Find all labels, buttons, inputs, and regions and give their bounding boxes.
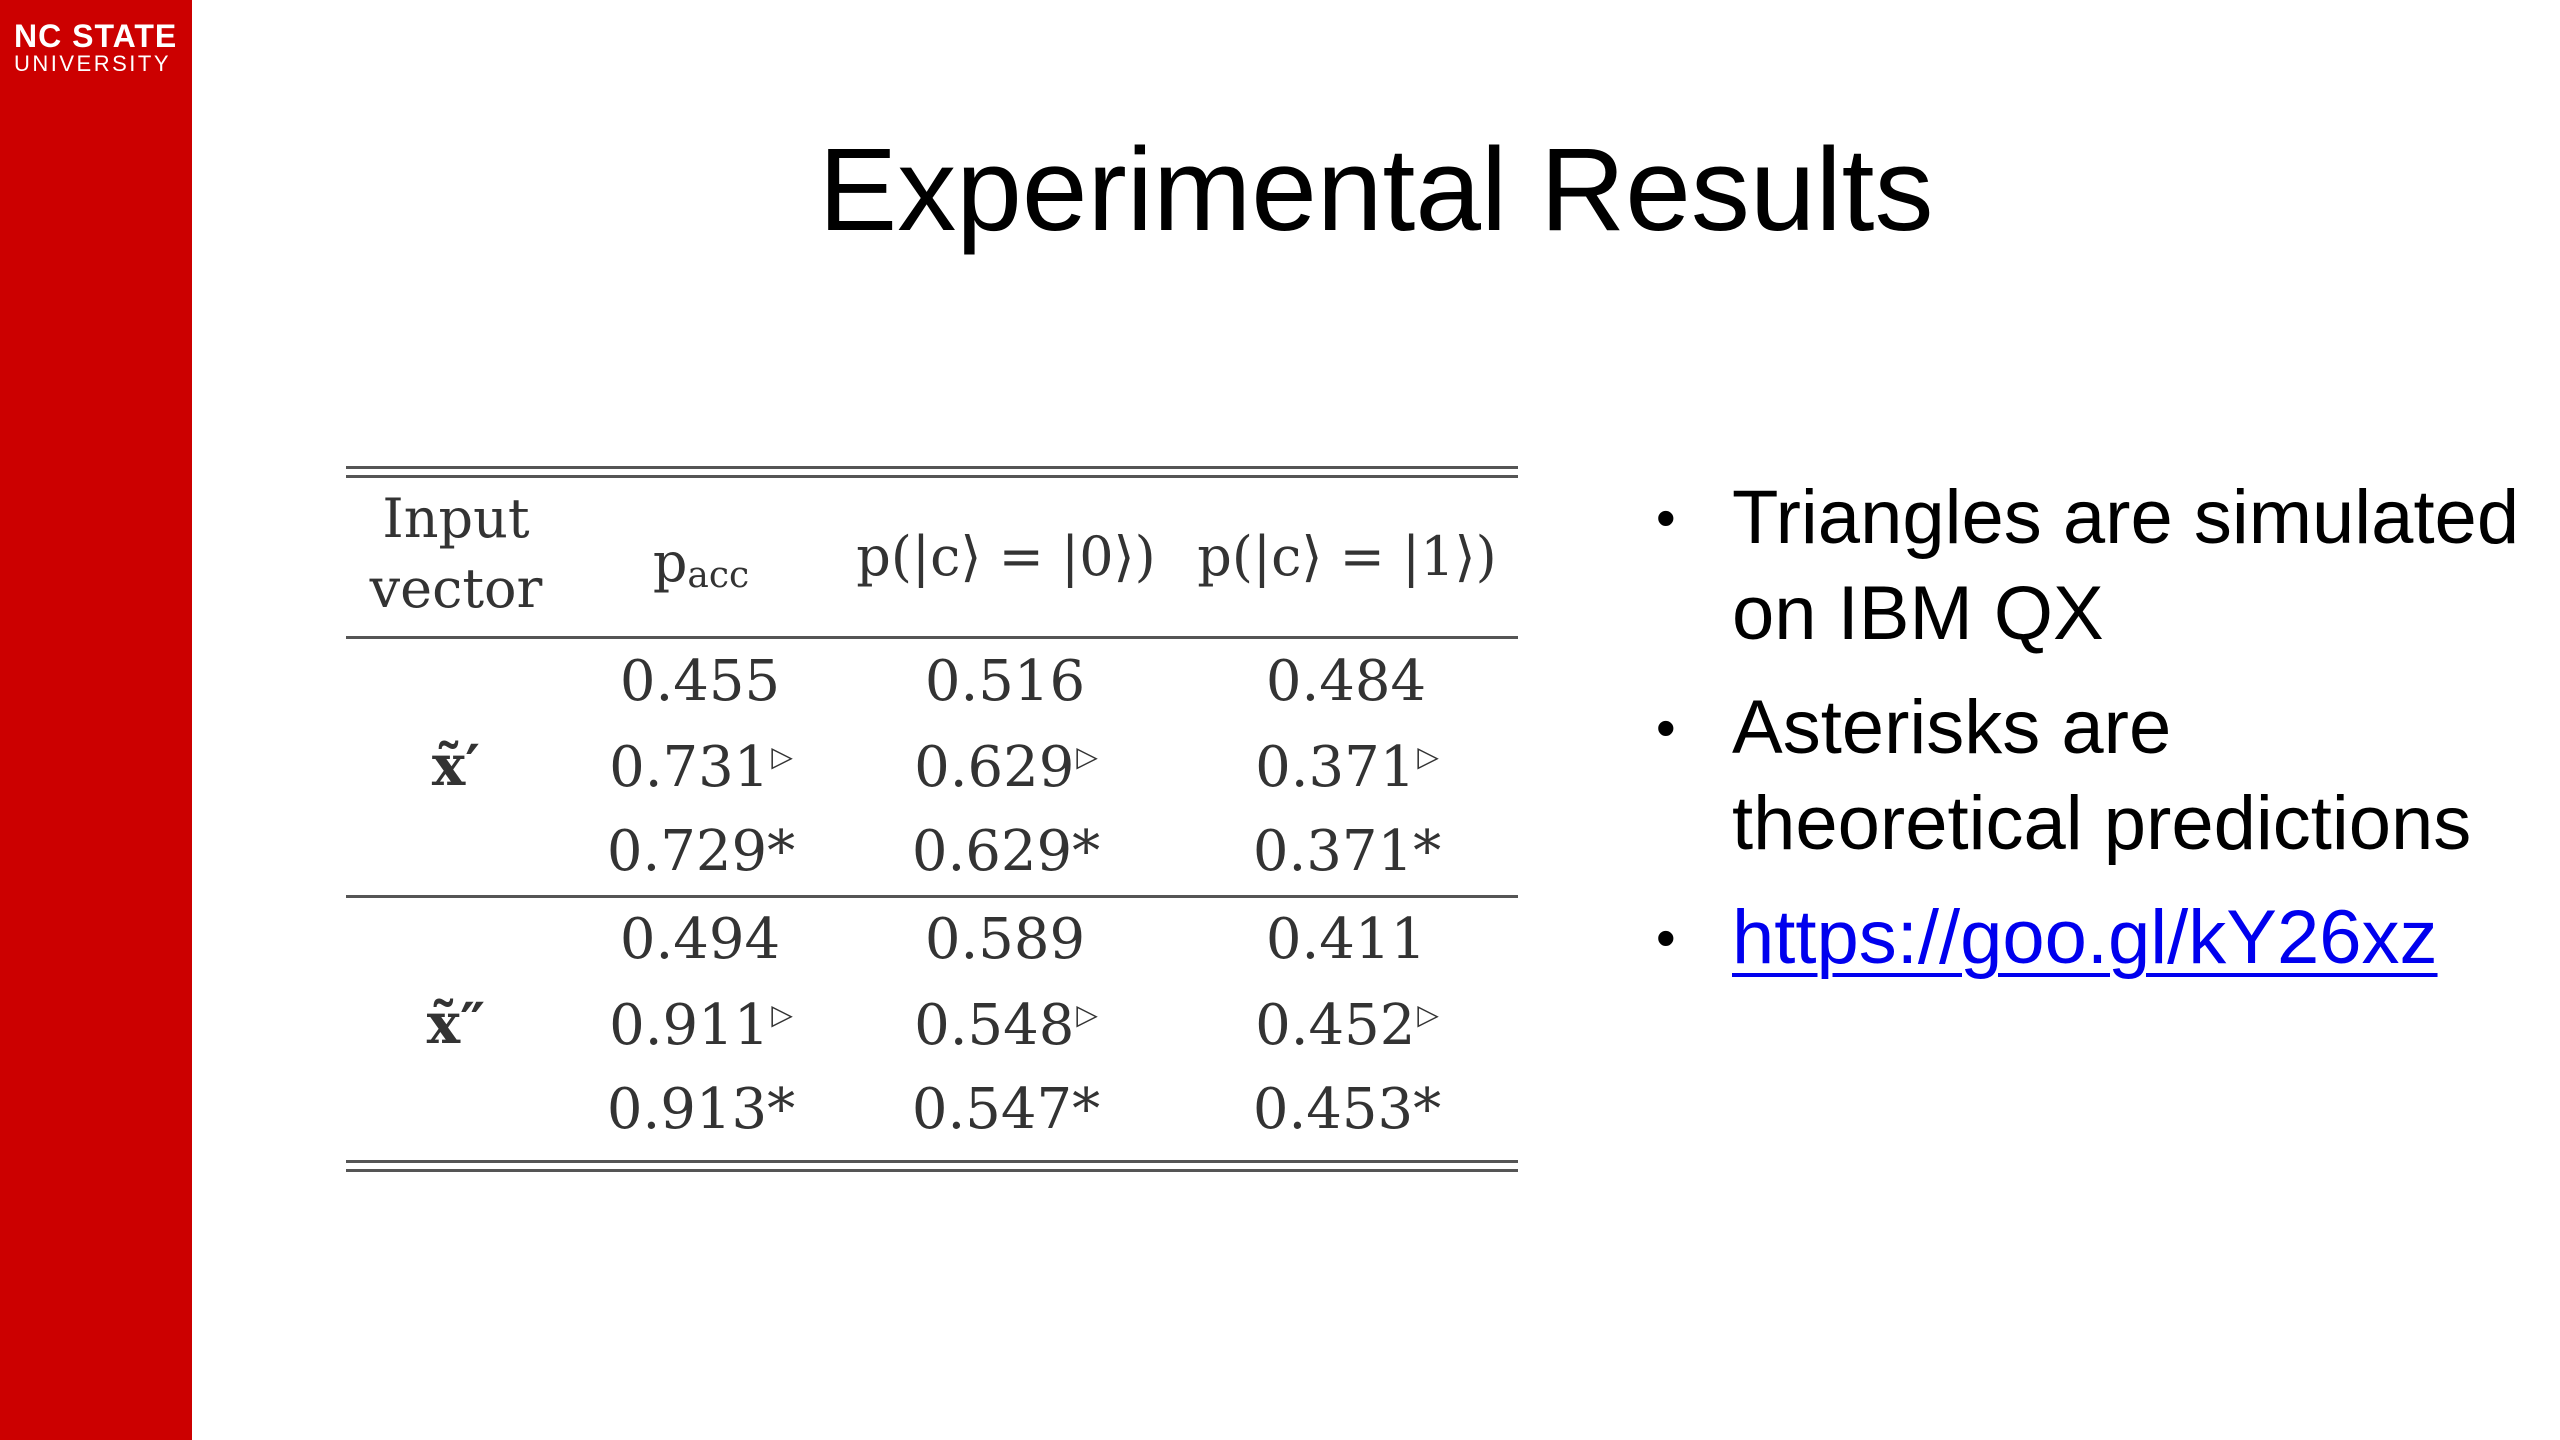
- table-cell: 0.629*: [911, 819, 1101, 884]
- table-cell: 0.516: [924, 649, 1086, 714]
- header-input-line1: Input: [382, 487, 530, 550]
- table-cell: 0.494: [619, 907, 781, 972]
- bullet-text-triangles: Triangles are simulated on IBM QX: [1732, 475, 2520, 656]
- table-top-rule-1: [346, 466, 1518, 469]
- header-input-line2: vector: [369, 557, 543, 620]
- logo-line2: UNIVERSITY: [14, 51, 172, 76]
- bullet-list: • Triangles are simulated on IBM QX • As…: [1650, 470, 2530, 1004]
- table-cell: 0.484: [1265, 649, 1427, 714]
- table-header-rule: [346, 636, 1518, 639]
- table-cell: 0.731▷: [609, 735, 793, 800]
- header-pacc: pacc: [566, 536, 836, 594]
- ncstate-logo: NC STATE UNIVERSITY: [14, 20, 177, 75]
- table-cell: 0.913*: [606, 1077, 796, 1142]
- table-cell: 0.547*: [911, 1077, 1101, 1142]
- header-pacc-main: p: [652, 531, 688, 594]
- logo-line1: NC STATE: [14, 18, 178, 54]
- bullet-text-asterisks: Asterisks are theoretical predictions: [1732, 685, 2472, 866]
- table-cell: 0.453*: [1252, 1077, 1442, 1142]
- group-label-x-prime: x̃′: [431, 733, 481, 799]
- results-table: Input vector pacc p(|c⟩ = |0⟩) p(|c⟩ = |…: [346, 466, 1518, 1176]
- table-cell: 0.589: [924, 907, 1086, 972]
- table-cell: 0.911▷: [609, 993, 793, 1058]
- header-p0: p(|c⟩ = |0⟩): [856, 525, 1156, 588]
- table-cell: 0.548▷: [914, 993, 1098, 1058]
- bullet-item-asterisks: • Asterisks are theoretical predictions: [1650, 680, 2530, 872]
- goo-gl-link[interactable]: https://goo.gl/kY26xz: [1732, 895, 2438, 980]
- table-cell: 0.729*: [606, 819, 796, 884]
- slide-title: Experimental Results: [818, 124, 1934, 256]
- table-cell: 0.371*: [1252, 819, 1442, 884]
- header-p1: p(|c⟩ = |1⟩): [1197, 525, 1497, 588]
- table-cell: 0.411: [1265, 907, 1427, 972]
- bullet-item-triangles: • Triangles are simulated on IBM QX: [1650, 470, 2530, 662]
- group-label-x-double-prime: x̃″: [426, 991, 486, 1057]
- table-cell: 0.455: [619, 649, 781, 714]
- bullet-dot-icon: •: [1656, 906, 1676, 969]
- bullet-dot-icon: •: [1656, 486, 1676, 549]
- table-group-rule: [346, 895, 1518, 898]
- table-cell: 0.452▷: [1255, 993, 1439, 1058]
- table-cell: 0.371▷: [1255, 735, 1439, 800]
- bullet-item-link: • https://goo.gl/kY26xz: [1650, 890, 2530, 986]
- bullet-dot-icon: •: [1656, 696, 1676, 759]
- table-cell: 0.629▷: [914, 735, 1098, 800]
- table-bottom-rule-2: [346, 1169, 1518, 1172]
- table-bottom-rule-1: [346, 1160, 1518, 1163]
- header-pacc-sub: acc: [687, 555, 750, 596]
- table-top-rule-2: [346, 475, 1518, 478]
- sidebar-band: NC STATE UNIVERSITY: [0, 0, 192, 1440]
